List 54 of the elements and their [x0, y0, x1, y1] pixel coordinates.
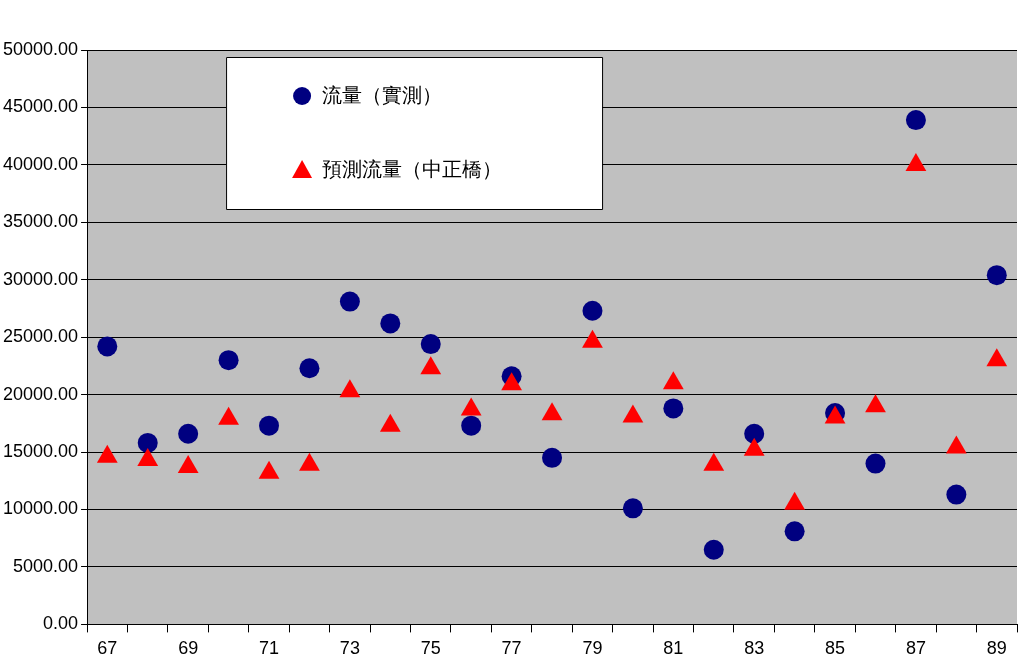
y-tick-label: 5000.00 [13, 555, 79, 576]
point [299, 358, 320, 379]
point [96, 444, 118, 463]
point [986, 265, 1007, 286]
y-tick-label: 30000.00 [3, 268, 79, 289]
point [299, 452, 320, 471]
point [582, 300, 603, 321]
legend-label: 預測流量（中正橋） [322, 157, 503, 180]
point [379, 413, 401, 432]
x-tick-label: 75 [420, 638, 441, 659]
y-tick-label: 40000.00 [3, 153, 79, 174]
point [339, 379, 361, 398]
y-tick-label: 20000.00 [3, 383, 79, 404]
y-tick-label: 15000.00 [3, 441, 79, 462]
point [541, 402, 563, 421]
x-tick-label: 73 [339, 638, 360, 659]
x-tick-label: 87 [905, 638, 926, 659]
point [380, 313, 401, 334]
x-tick-label: 71 [259, 638, 280, 659]
point [986, 348, 1008, 367]
point [865, 394, 886, 413]
y-tick-label: 45000.00 [3, 96, 79, 117]
x-tick-label: 79 [582, 638, 603, 659]
x-tick-label: 85 [825, 638, 846, 659]
point [420, 334, 441, 355]
point [97, 336, 118, 357]
legend-label: 流量（實測） [322, 83, 443, 106]
y-tick-label: 50000.00 [3, 38, 79, 59]
x-tick-label: 69 [178, 638, 199, 659]
y-tick-label: 35000.00 [3, 211, 79, 232]
point [905, 110, 926, 131]
point [784, 491, 806, 510]
y-tick-label: 0.00 [43, 613, 79, 634]
y-tick-label: 10000.00 [3, 498, 79, 519]
point [662, 371, 684, 390]
point [945, 435, 967, 454]
x-tick-label: 81 [663, 638, 684, 659]
point [339, 291, 360, 312]
x-tick-label: 67 [97, 638, 118, 659]
point [420, 356, 442, 375]
point [177, 455, 199, 474]
point [703, 452, 725, 471]
point [460, 397, 482, 416]
point [622, 404, 644, 423]
point [218, 406, 239, 425]
point [501, 372, 522, 391]
point [258, 460, 280, 479]
y-tick-label: 25000.00 [3, 326, 79, 347]
point [137, 448, 159, 467]
point [743, 437, 765, 456]
point [218, 350, 239, 371]
x-tick-label: 77 [501, 638, 522, 659]
x-tick-label: 89 [986, 638, 1007, 659]
x-tick-label: 83 [744, 638, 765, 659]
